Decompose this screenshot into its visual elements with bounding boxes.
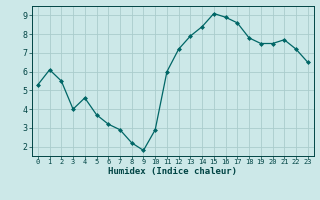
X-axis label: Humidex (Indice chaleur): Humidex (Indice chaleur)	[108, 167, 237, 176]
